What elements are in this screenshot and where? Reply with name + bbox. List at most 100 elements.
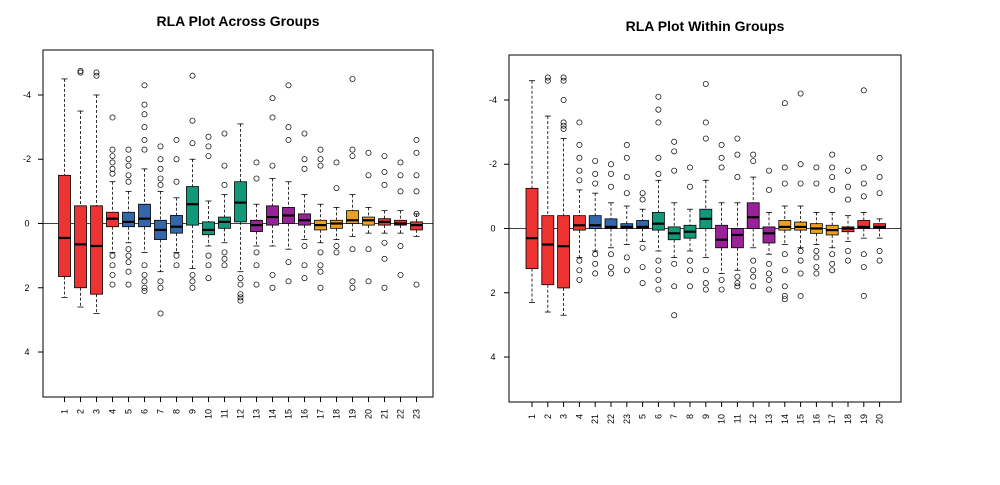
outlier-point (655, 257, 662, 264)
outlier-point (317, 249, 324, 256)
y-tick-label: -4 (489, 95, 497, 105)
box-group-8: 8 (683, 164, 697, 419)
box-group-10: 10 (202, 133, 215, 419)
outlier-point (671, 312, 678, 319)
box-iqr (731, 228, 744, 249)
x-tick-label: 23 (412, 409, 422, 419)
x-tick-label: 13 (764, 414, 774, 424)
box-iqr (746, 202, 760, 229)
outlier-point (781, 293, 788, 299)
outlier-point (317, 284, 324, 291)
x-tick-label: 3 (92, 409, 102, 414)
box-group-23: 23 (410, 137, 423, 419)
box-group-5: 5 (636, 190, 649, 419)
outlier-point (125, 156, 132, 163)
x-tick-label: 11 (220, 409, 230, 418)
x-tick-label: 19 (859, 414, 869, 424)
x-tick-label: 6 (653, 414, 663, 419)
outlier-point (77, 69, 84, 76)
outlier-point (333, 243, 340, 249)
outlier-point (413, 281, 420, 288)
outlier-point (237, 294, 244, 301)
outlier-point (860, 193, 867, 200)
box-group-16: 16 (810, 164, 823, 424)
outlier-point (205, 143, 212, 150)
outlier-point (702, 119, 709, 126)
outlier-point (687, 257, 693, 264)
x-tick-label: 19 (348, 409, 358, 419)
x-tick-label: 20 (875, 414, 885, 424)
outlier-point (141, 101, 148, 108)
box-group-21: 21 (588, 158, 602, 424)
box-group-2: 2 (74, 67, 87, 414)
outlier-point (333, 249, 340, 256)
outlier-point (173, 156, 180, 163)
outlier-point (317, 146, 324, 153)
x-tick-label: 13 (252, 409, 262, 419)
outlier-point (381, 169, 388, 176)
outlier-point (349, 153, 356, 159)
box-group-18: 18 (841, 167, 855, 424)
x-tick-label: 1 (527, 414, 537, 419)
outlier-point (687, 267, 693, 274)
outlier-point (781, 100, 788, 107)
x-tick-label: 16 (300, 409, 310, 419)
outlier-point (797, 257, 804, 264)
outlier-point (77, 67, 84, 74)
outlier-point (576, 154, 583, 161)
outlier-point (718, 142, 725, 148)
outlier-point (141, 284, 148, 291)
outlier-point (349, 278, 356, 285)
outlier-point (125, 281, 132, 288)
box-group-19: 19 (346, 75, 359, 419)
outlier-point (876, 248, 883, 254)
box-group-12: 12 (746, 151, 760, 424)
outlier-point (157, 175, 164, 182)
outlier-point (766, 167, 772, 174)
box-iqr (186, 186, 199, 226)
outlier-point (702, 286, 709, 293)
outlier-point (845, 196, 851, 203)
outlier-point (157, 278, 164, 285)
box-group-15: 15 (794, 90, 807, 424)
box-iqr (266, 205, 279, 226)
box-group-11: 11 (218, 130, 231, 418)
outlier-point (734, 135, 741, 142)
outlier-point (623, 154, 630, 161)
outlier-point (608, 264, 614, 271)
outlier-point (109, 271, 116, 278)
outlier-point (253, 175, 260, 182)
outlier-point (639, 244, 646, 251)
outlier-point (189, 278, 196, 285)
box-iqr (557, 215, 570, 289)
outlier-point (655, 276, 662, 283)
outlier-point (734, 174, 741, 181)
outlier-point (766, 276, 772, 283)
box-group-23: 23 (620, 142, 634, 424)
outlier-point (253, 262, 260, 269)
outlier-point (285, 137, 292, 143)
outlier-point (285, 278, 292, 285)
outlier-point (397, 243, 404, 249)
outlier-point (317, 156, 324, 163)
outlier-point (253, 249, 260, 256)
outlier-point (269, 114, 276, 121)
outlier-point (173, 137, 180, 143)
outlier-point (687, 283, 693, 290)
box-iqr (778, 220, 792, 231)
box-iqr (604, 218, 618, 229)
outlier-point (797, 180, 804, 187)
outlier-point (829, 174, 836, 181)
box-group-3: 3 (557, 74, 570, 419)
outlier-point (301, 165, 308, 172)
box-group-3: 3 (90, 69, 103, 414)
y-tick-label: -2 (23, 154, 31, 164)
outlier-point (301, 243, 308, 249)
outlier-point (829, 151, 836, 158)
outlier-point (560, 119, 567, 126)
outlier-point (639, 264, 646, 271)
outlier-point (560, 97, 567, 103)
box-group-8: 8 (170, 137, 183, 414)
outlier-point (639, 190, 646, 197)
box-iqr (90, 205, 103, 295)
